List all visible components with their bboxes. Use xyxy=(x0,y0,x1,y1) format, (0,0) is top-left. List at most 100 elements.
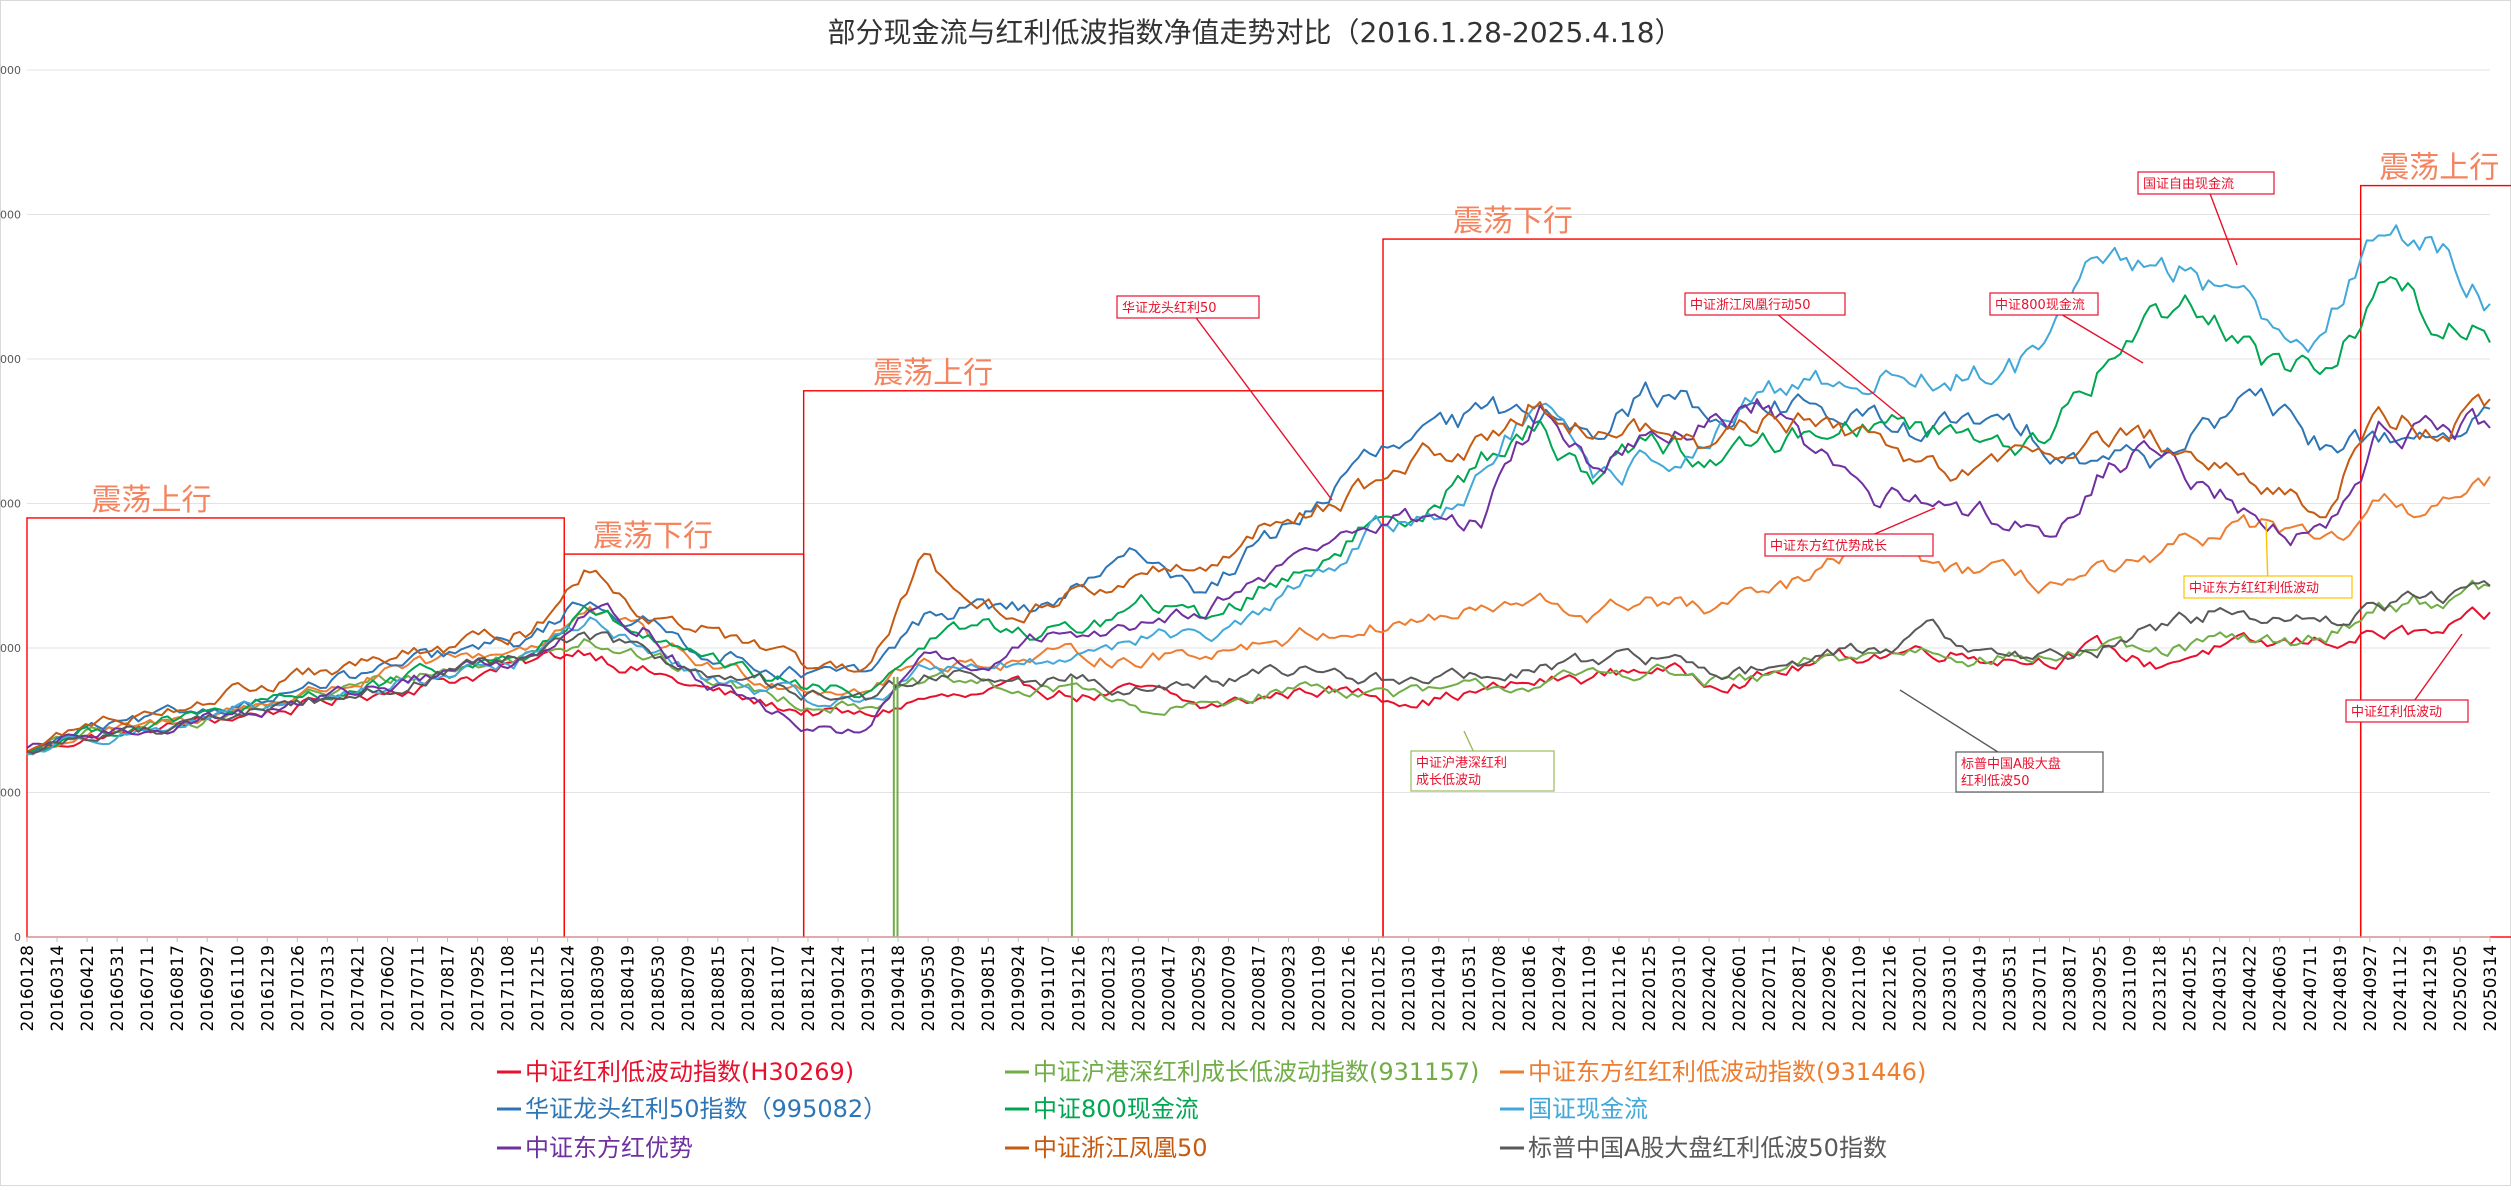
callout-text: 中证东方红优势成长 xyxy=(1770,538,1887,554)
series-line xyxy=(26,393,2491,753)
legend-label: 中证沪港深红利成长低波动指数(931157) xyxy=(1033,1058,1479,1086)
annotation-callout: 华证龙头红利50 xyxy=(1116,295,1333,501)
legend-label: 华证龙头红利50指数（995082） xyxy=(525,1095,887,1123)
callout-text: 标普中国A股大盘红利低波50 xyxy=(1961,756,2061,789)
y-tick-label: 2000 xyxy=(0,642,21,655)
x-tick-label: 20200417 xyxy=(1159,945,1179,1032)
legend-label: 国证现金流 xyxy=(1528,1095,1648,1123)
x-tick-label: 20200529 xyxy=(1189,945,1209,1032)
series-line xyxy=(26,580,2491,755)
x-tick-label: 20230310 xyxy=(1940,945,1960,1032)
x-tick-label: 20180815 xyxy=(709,945,729,1032)
x-tick-label: 20160927 xyxy=(198,945,218,1032)
x-tick-label: 20210125 xyxy=(1370,945,1390,1032)
callout-box xyxy=(2137,171,2275,195)
x-tick-label: 20221109 xyxy=(1850,945,1870,1032)
series-line xyxy=(26,476,2491,755)
callout-text: 国证自由现金流 xyxy=(2143,176,2234,192)
x-tick-label: 20210708 xyxy=(1490,945,1510,1032)
x-tick-label: 20201109 xyxy=(1310,945,1330,1032)
x-tick-label: 20160711 xyxy=(138,945,158,1032)
callout-box xyxy=(1116,295,1260,319)
x-tick-label: 20190815 xyxy=(979,945,999,1032)
x-tick-label: 20171108 xyxy=(499,945,519,1032)
x-tick-label: 20230925 xyxy=(2091,945,2111,1032)
x-tick-label: 20200923 xyxy=(1280,945,1300,1032)
annotation-callout: 标普中国A股大盘红利低波50 xyxy=(1899,689,2104,793)
x-tick-label: 20191216 xyxy=(1069,945,1089,1032)
x-tick-label: 20170126 xyxy=(288,945,308,1032)
legend-label: 中证红利低波动指数(H30269) xyxy=(525,1058,854,1086)
phase-label: 震荡上行 xyxy=(91,483,211,518)
series-line xyxy=(26,398,2491,749)
x-tick-label: 20180419 xyxy=(619,945,639,1032)
x-tick-label: 20240927 xyxy=(2361,945,2381,1032)
legend-item: 中证浙江凤凰50 xyxy=(1005,1134,1208,1162)
legend-label: 标普中国A股大盘红利低波50指数 xyxy=(1528,1134,1887,1162)
callout-text: 中证沪港深红利成长低波动 xyxy=(1416,755,1507,788)
x-tick-label: 20170925 xyxy=(469,945,489,1032)
callout-text: 中证800现金流 xyxy=(1995,297,2085,313)
phase-label: 震荡上行 xyxy=(2379,151,2499,186)
x-tick-label: 20241112 xyxy=(2391,945,2411,1032)
x-tick-label: 20240711 xyxy=(2301,945,2321,1032)
x-tick-label: 20160314 xyxy=(48,945,68,1032)
x-tick-label: 20160531 xyxy=(108,945,128,1032)
series-layer xyxy=(26,224,2491,937)
callout-leader xyxy=(2205,182,2238,266)
x-tick-label: 20230711 xyxy=(2030,945,2050,1032)
x-tick-label: 20190311 xyxy=(859,945,879,1032)
x-tick-label: 20190924 xyxy=(1009,945,1029,1032)
x-tick-label: 20230419 xyxy=(1970,945,1990,1032)
callout-box xyxy=(2345,699,2469,723)
x-tick-label: 20170313 xyxy=(318,945,338,1032)
callout-box xyxy=(1764,533,1934,557)
x-tick-label: 20161219 xyxy=(258,945,278,1032)
series-line xyxy=(26,276,2491,756)
x-tick-label: 20220125 xyxy=(1640,945,1660,1032)
x-tick-label: 20210816 xyxy=(1520,945,1540,1032)
x-tick-label: 20210531 xyxy=(1460,945,1480,1032)
x-tick-label: 20160128 xyxy=(18,945,38,1032)
x-tick-label: 20180309 xyxy=(589,945,609,1032)
x-tick-label: 20170817 xyxy=(439,945,459,1032)
x-tick-label: 20180709 xyxy=(679,945,699,1032)
annotation-callout: 中证800现金流 xyxy=(1989,292,2144,364)
x-tick-label: 20211216 xyxy=(1610,945,1630,1032)
x-tick-label: 20240422 xyxy=(2241,945,2261,1032)
annotation-callout: 国证自由现金流 xyxy=(2137,171,2275,266)
x-tick-label: 20180921 xyxy=(739,945,759,1032)
series-line xyxy=(26,224,2491,755)
callout-leader xyxy=(1764,303,1904,419)
y-tick-label: 3000 xyxy=(0,498,21,511)
x-tick-label: 20190530 xyxy=(919,945,939,1032)
x-tick-label: 20221216 xyxy=(1880,945,1900,1032)
callout-box xyxy=(2183,575,2353,599)
x-tick-label: 20220310 xyxy=(1670,945,1690,1032)
series-line xyxy=(26,381,2491,754)
x-tick-label: 20220601 xyxy=(1730,945,1750,1032)
x-tick-label: 20170602 xyxy=(378,945,398,1032)
legend-label: 中证东方红红利低波动指数(931446) xyxy=(1528,1058,1926,1086)
legend-item: 华证龙头红利50指数（995082） xyxy=(497,1095,887,1123)
callout-box xyxy=(1684,292,1846,316)
x-tick-label: 20230531 xyxy=(2000,945,2020,1032)
x-tick-label: 20180530 xyxy=(649,945,669,1032)
legend-item: 国证现金流 xyxy=(1500,1095,1648,1123)
x-tick-label: 20241219 xyxy=(2421,945,2441,1032)
callout-text: 中证浙江凤凰行动50 xyxy=(1690,298,1811,313)
x-tick-label: 20200709 xyxy=(1219,945,1239,1032)
x-tick-label: 20181107 xyxy=(769,945,789,1032)
x-tick-label: 20200123 xyxy=(1099,945,1119,1032)
annotation-callout: 中证东方红优势成长 xyxy=(1764,507,1936,557)
x-tick-label: 20200310 xyxy=(1129,945,1149,1032)
x-tick-label: 20230201 xyxy=(1910,945,1930,1032)
x-tick-label: 20240603 xyxy=(2271,945,2291,1032)
legend-layer: 中证红利低波动指数(H30269) 中证沪港深红利成长低波动指数(931157) 中… xyxy=(497,1058,1926,1162)
x-tick-label: 20240125 xyxy=(2181,945,2201,1032)
callout-box xyxy=(1955,751,2104,793)
